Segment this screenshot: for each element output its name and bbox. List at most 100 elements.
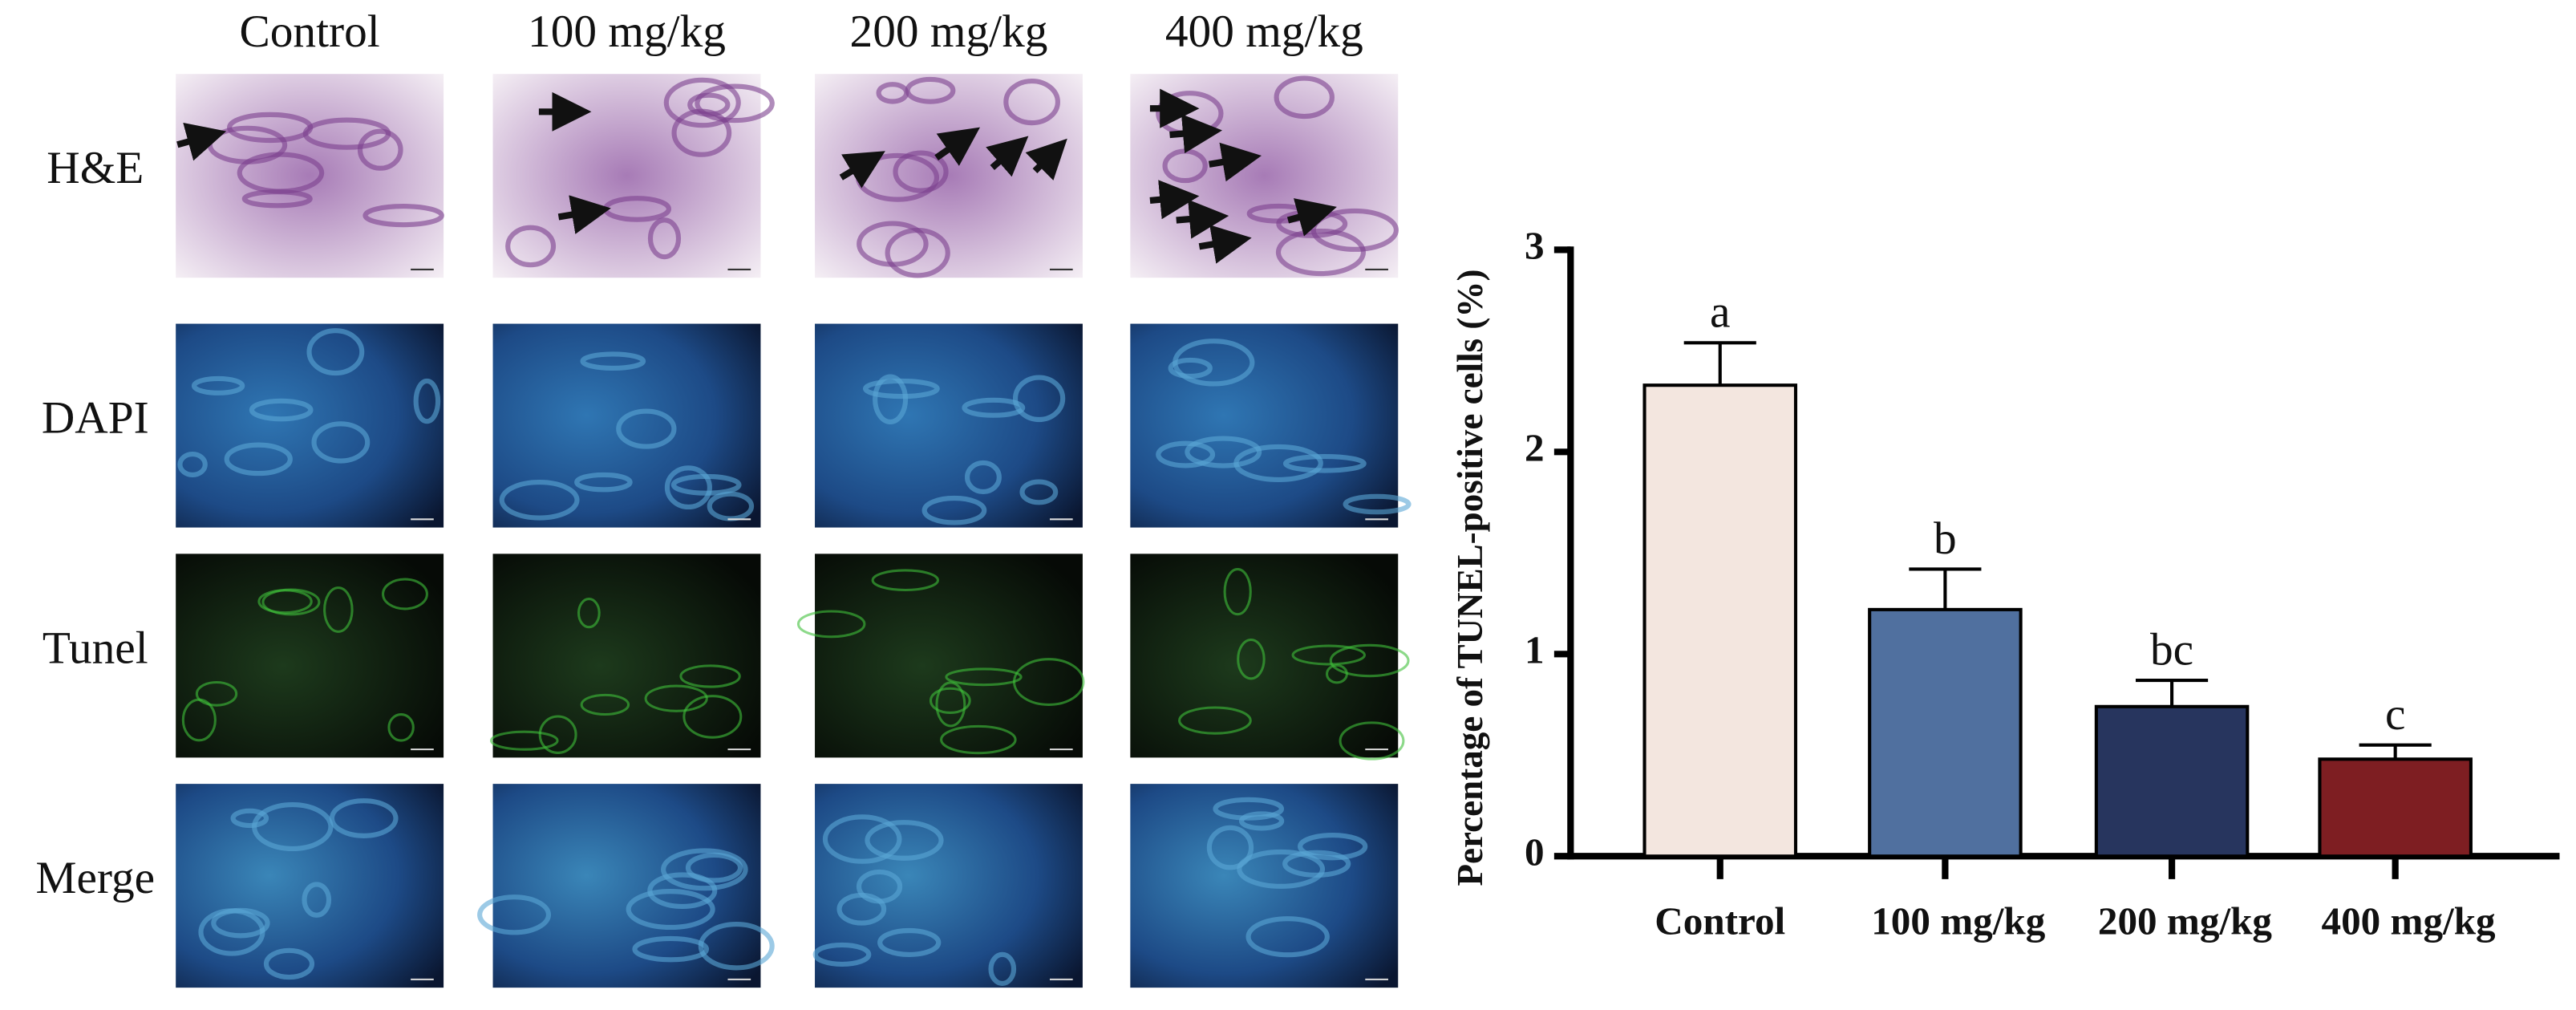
bar-chart: Percentage of TUNEL-positive cells (%) 0 1… — [1450, 224, 2560, 943]
tissue — [796, 610, 866, 639]
tissue — [181, 698, 217, 742]
tissue — [577, 598, 601, 629]
micrograph — [176, 74, 444, 278]
tissue — [413, 378, 441, 424]
tissue — [1156, 440, 1216, 468]
micrograph-grid: Control 100 mg/kg 200 mg/kg 400 mg/kg H&E DAP… — [35, 6, 1412, 988]
tissue — [962, 397, 1026, 418]
row-label: H&E — [47, 143, 144, 193]
tissue — [964, 460, 1002, 495]
tissue — [873, 374, 909, 425]
tissue — [644, 684, 708, 712]
tissue — [1282, 454, 1367, 473]
significance-letter: c — [2385, 689, 2405, 740]
x-tick-label: Control — [1655, 899, 1785, 943]
micrograph — [815, 554, 1083, 758]
tissue — [935, 681, 966, 728]
tissue — [940, 724, 1017, 755]
tissue — [1329, 643, 1410, 678]
tissue — [224, 442, 293, 477]
tissue — [663, 77, 741, 128]
arrow — [1149, 180, 1200, 220]
tissue — [1173, 339, 1255, 387]
arrow — [986, 136, 1029, 177]
tissue — [1343, 493, 1412, 515]
bar — [1868, 607, 2023, 858]
tissue — [679, 664, 741, 688]
arrow — [1025, 138, 1067, 181]
y-tick-label: 0 — [1525, 830, 1545, 874]
tissue — [302, 882, 332, 918]
tissue — [1223, 568, 1252, 616]
tissue — [822, 814, 902, 864]
arrow — [1176, 199, 1229, 239]
micrograph — [176, 554, 444, 758]
x-tick-label: 200 mg/kg — [2098, 899, 2273, 943]
tissue — [1012, 375, 1066, 423]
micrograph — [815, 323, 1083, 528]
arrow — [1208, 142, 1262, 182]
tissue — [1206, 825, 1254, 870]
arrow — [176, 122, 227, 161]
tissue — [921, 495, 987, 525]
significance-letter: b — [1934, 513, 1957, 564]
tissue — [261, 588, 321, 616]
significance-letter: bc — [2150, 624, 2193, 675]
arrow — [839, 151, 885, 189]
tissue — [877, 927, 942, 957]
tissue — [616, 408, 677, 449]
tissue — [195, 680, 238, 707]
bar — [1642, 383, 1798, 858]
tissue — [626, 889, 715, 931]
tissue — [1291, 644, 1367, 666]
tissue — [685, 852, 743, 883]
tissue — [871, 569, 940, 592]
tissue — [1237, 638, 1266, 680]
tissue — [580, 351, 646, 371]
tissue — [929, 687, 971, 714]
tissue — [893, 150, 949, 193]
tissue — [329, 798, 399, 838]
tissue — [263, 947, 315, 980]
tissue — [477, 894, 552, 935]
arrow — [934, 127, 981, 166]
bar — [2094, 704, 2250, 858]
tissue — [647, 217, 682, 260]
tissue — [1185, 436, 1262, 468]
tissue — [230, 808, 269, 829]
tissue — [574, 472, 633, 493]
tissue — [988, 951, 1017, 986]
tissue — [363, 204, 444, 228]
tissue — [836, 892, 887, 926]
tissue — [1238, 811, 1285, 831]
column-label: 200 mg/kg — [850, 6, 1048, 57]
tissue — [357, 128, 403, 171]
tissue — [252, 802, 334, 852]
tissue — [905, 76, 956, 104]
tissue — [661, 848, 748, 891]
tissue — [698, 922, 775, 971]
tissue — [664, 465, 712, 510]
tissue — [812, 942, 872, 967]
tissue — [505, 225, 557, 268]
row-label: DAPI — [42, 393, 149, 444]
arrow — [1286, 198, 1337, 237]
y-tick-label: 1 — [1525, 628, 1545, 672]
tissue — [191, 375, 245, 395]
tissue — [311, 421, 371, 464]
tissue — [671, 108, 732, 157]
tissue — [1168, 357, 1213, 379]
tissue — [499, 480, 580, 521]
tissue — [382, 578, 428, 610]
arrow — [1169, 114, 1223, 154]
micrograph — [492, 74, 761, 278]
tissue — [865, 820, 944, 861]
tissue — [177, 452, 208, 478]
column-label: 100 mg/kg — [528, 6, 726, 57]
bar — [2318, 757, 2473, 858]
tissue — [249, 398, 314, 422]
tissue — [323, 586, 354, 633]
y-tick-label: 2 — [1525, 426, 1545, 470]
tissue — [1237, 849, 1326, 889]
